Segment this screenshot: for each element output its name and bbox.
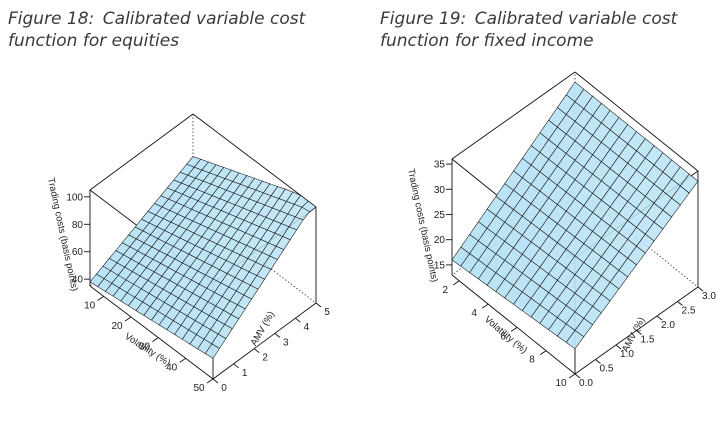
- figure-title: Calibrated variable cost: [102, 9, 306, 29]
- x-tick: [568, 373, 576, 379]
- y-tick: [315, 302, 322, 308]
- x-axis-title: Volatility (%): [482, 314, 529, 356]
- box-edge: [212, 302, 317, 380]
- y-tick: [253, 348, 260, 353]
- figure-caption: Figure 18: Calibrated variable cost func…: [8, 8, 338, 52]
- x-tick-label: 6: [500, 331, 506, 342]
- y-tick: [233, 363, 239, 369]
- surface-cell: [565, 330, 585, 350]
- z-tick-label: 35: [434, 160, 446, 171]
- box-edge: [89, 113, 194, 191]
- z-tick-label: 15: [434, 260, 446, 271]
- y-tick: [656, 315, 663, 321]
- figure-label: Figure 18:: [8, 9, 95, 29]
- y-tick-label: 1.5: [641, 335, 655, 346]
- x-tick: [97, 295, 104, 301]
- z-tick-label: 100: [66, 192, 83, 203]
- x-tick-label: 40: [166, 362, 178, 373]
- z-tick-label: 25: [434, 210, 446, 221]
- figure-title-line2: function for fixed income: [380, 31, 594, 51]
- figure-title: Calibrated variable cost: [474, 9, 678, 29]
- z-tick-label: 40: [72, 275, 84, 286]
- y-tick-label: 2: [262, 353, 268, 364]
- x-tick-label: 50: [193, 383, 205, 394]
- x-tick: [452, 280, 460, 286]
- y-tick-label: 0.5: [600, 364, 614, 375]
- box-edge: [192, 113, 317, 208]
- x-tick-label: 8: [529, 355, 535, 366]
- y-tick: [636, 330, 642, 335]
- x-tick-label: 10: [555, 378, 567, 389]
- box-edge: [451, 71, 576, 160]
- y-tick-label: 0.0: [579, 378, 593, 389]
- figure-label: Figure 19:: [380, 9, 467, 29]
- x-tick: [124, 316, 132, 322]
- x-tick: [481, 303, 489, 309]
- y-tick: [615, 344, 622, 350]
- figure-fixed-income: Figure 19: Calibrated variable cost func…: [372, 0, 716, 430]
- y-tick-label: 5: [324, 307, 330, 318]
- z-tick-label: 20: [434, 235, 446, 246]
- x-tick-label: 20: [111, 321, 123, 332]
- figure-caption: Figure 19: Calibrated variable cost func…: [380, 8, 710, 52]
- y-tick: [677, 301, 683, 306]
- x-tick: [152, 337, 159, 343]
- x-tick-label: 30: [139, 342, 151, 353]
- box-edge: [574, 71, 699, 172]
- x-tick-label: 2: [442, 285, 448, 296]
- box-edge: [89, 285, 214, 380]
- y-tick-label: 0: [221, 383, 227, 394]
- z-tick-label: 30: [434, 185, 446, 196]
- y-tick-label: 3.0: [702, 291, 716, 302]
- box-edge: [451, 274, 576, 375]
- y-tick: [574, 373, 581, 379]
- x-tick: [539, 350, 547, 356]
- y-tick: [595, 359, 601, 364]
- cost-surface: [451, 81, 699, 350]
- y-tick-label: 1: [242, 368, 248, 379]
- x-tick: [510, 327, 518, 332]
- z-tick-label: 60: [72, 247, 84, 258]
- y-tick: [274, 333, 281, 338]
- y-tick-label: 3: [283, 337, 289, 348]
- figure-equities: Figure 18: Calibrated variable cost func…: [8, 8, 338, 394]
- x-tick: [206, 378, 214, 384]
- y-tick: [697, 286, 704, 292]
- x-tick: [179, 357, 186, 363]
- surface-cell: [204, 343, 220, 359]
- y-tick: [212, 378, 219, 384]
- x-axis-title: Volatility (%): [122, 331, 172, 369]
- x-tick-label: 4: [471, 308, 477, 319]
- figure-title-line2: function for equities: [8, 31, 180, 51]
- z-tick-label: 80: [72, 220, 84, 231]
- y-tick-label: 1.0: [620, 349, 634, 360]
- y-tick-label: 4: [304, 322, 310, 333]
- x-tick-label: 10: [84, 300, 96, 311]
- y-tick-label: 2.5: [682, 306, 696, 317]
- y-tick-label: 2.0: [661, 320, 675, 331]
- cost-surface: [89, 156, 317, 359]
- y-tick: [295, 317, 301, 323]
